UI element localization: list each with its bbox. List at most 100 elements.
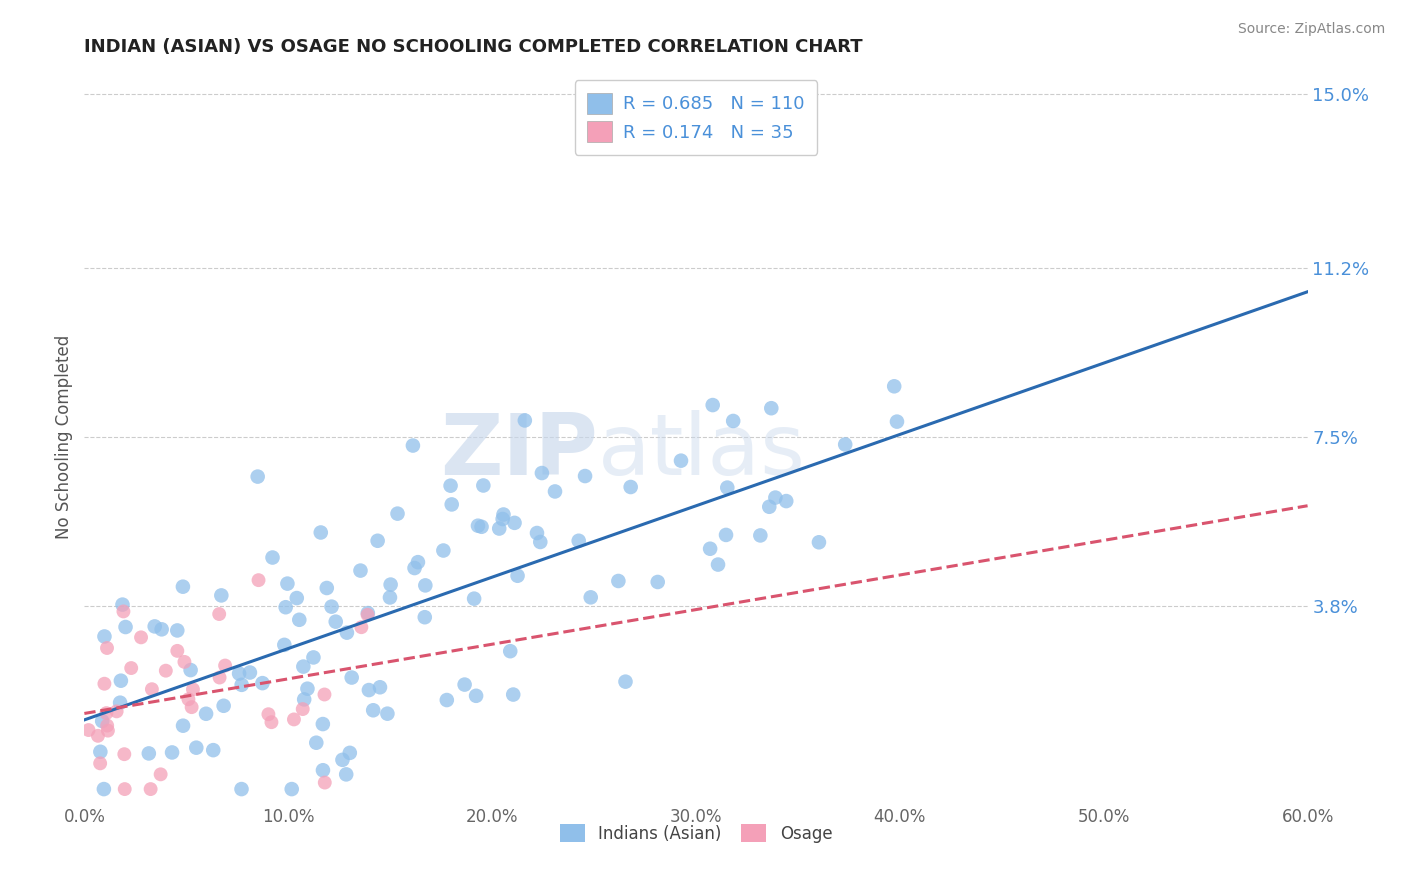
- Point: [292, 659, 315, 673]
- Point: [173, 655, 195, 669]
- Point: [472, 478, 495, 492]
- Point: [160, 746, 183, 760]
- Point: [470, 520, 492, 534]
- Point: [620, 480, 643, 494]
- Point: [367, 533, 389, 548]
- Point: [377, 706, 399, 721]
- Point: [886, 415, 908, 429]
- Point: [356, 607, 378, 622]
- Point: [758, 500, 780, 514]
- Point: [89, 745, 111, 759]
- Point: [172, 719, 194, 733]
- Point: [291, 702, 314, 716]
- Point: [380, 577, 402, 591]
- Point: [247, 573, 270, 587]
- Point: [721, 414, 744, 428]
- Point: [285, 591, 308, 605]
- Point: [105, 704, 128, 718]
- Point: [467, 518, 489, 533]
- Point: [77, 723, 100, 737]
- Point: [607, 574, 630, 588]
- Point: [506, 568, 529, 582]
- Point: [177, 692, 200, 706]
- Point: [312, 717, 335, 731]
- Point: [257, 707, 280, 722]
- Point: [93, 677, 115, 691]
- Point: [138, 747, 160, 761]
- Point: [807, 535, 830, 549]
- Point: [141, 682, 163, 697]
- Point: [499, 644, 522, 658]
- Point: [129, 631, 152, 645]
- Point: [883, 379, 905, 393]
- Point: [332, 753, 354, 767]
- Point: [404, 561, 426, 575]
- Point: [273, 638, 295, 652]
- Point: [749, 528, 772, 542]
- Point: [97, 723, 120, 738]
- Point: [208, 607, 231, 621]
- Text: ZIP: ZIP: [440, 410, 598, 493]
- Point: [647, 574, 669, 589]
- Point: [413, 610, 436, 624]
- Point: [488, 522, 510, 536]
- Point: [96, 706, 118, 720]
- Point: [288, 613, 311, 627]
- Point: [502, 688, 524, 702]
- Point: [579, 591, 602, 605]
- Point: [526, 526, 548, 541]
- Point: [314, 775, 336, 789]
- Text: INDIAN (ASIAN) VS OSAGE NO SCHOOLING COMPLETED CORRELATION CHART: INDIAN (ASIAN) VS OSAGE NO SCHOOLING COM…: [84, 38, 863, 56]
- Point: [202, 743, 225, 757]
- Point: [149, 767, 172, 781]
- Point: [699, 541, 721, 556]
- Point: [707, 558, 730, 572]
- Point: [357, 606, 380, 620]
- Point: [155, 664, 177, 678]
- Point: [114, 620, 136, 634]
- Point: [761, 401, 783, 416]
- Point: [574, 469, 596, 483]
- Point: [208, 671, 231, 685]
- Point: [93, 782, 115, 797]
- Point: [669, 453, 692, 467]
- Point: [93, 630, 115, 644]
- Point: [361, 703, 384, 717]
- Point: [503, 516, 526, 530]
- Point: [314, 688, 336, 702]
- Point: [340, 671, 363, 685]
- Point: [139, 782, 162, 797]
- Point: [716, 481, 738, 495]
- Point: [357, 683, 380, 698]
- Point: [315, 581, 337, 595]
- Text: atlas: atlas: [598, 410, 806, 493]
- Point: [180, 663, 202, 677]
- Point: [96, 640, 118, 655]
- Point: [91, 714, 114, 728]
- Point: [492, 512, 515, 526]
- Point: [112, 747, 135, 761]
- Point: [150, 623, 173, 637]
- Point: [239, 665, 262, 680]
- Point: [228, 666, 250, 681]
- Point: [350, 620, 373, 634]
- Point: [714, 528, 737, 542]
- Point: [302, 650, 325, 665]
- Point: [387, 507, 409, 521]
- Point: [453, 677, 475, 691]
- Point: [292, 692, 315, 706]
- Point: [702, 398, 724, 412]
- Point: [180, 700, 202, 714]
- Legend: Indians (Asian), Osage: Indians (Asian), Osage: [553, 817, 839, 849]
- Point: [274, 600, 297, 615]
- Point: [111, 598, 134, 612]
- Point: [463, 591, 485, 606]
- Point: [297, 681, 319, 696]
- Point: [432, 543, 454, 558]
- Point: [305, 736, 328, 750]
- Point: [309, 525, 332, 540]
- Point: [335, 767, 357, 781]
- Point: [465, 689, 488, 703]
- Point: [276, 576, 298, 591]
- Point: [312, 764, 335, 778]
